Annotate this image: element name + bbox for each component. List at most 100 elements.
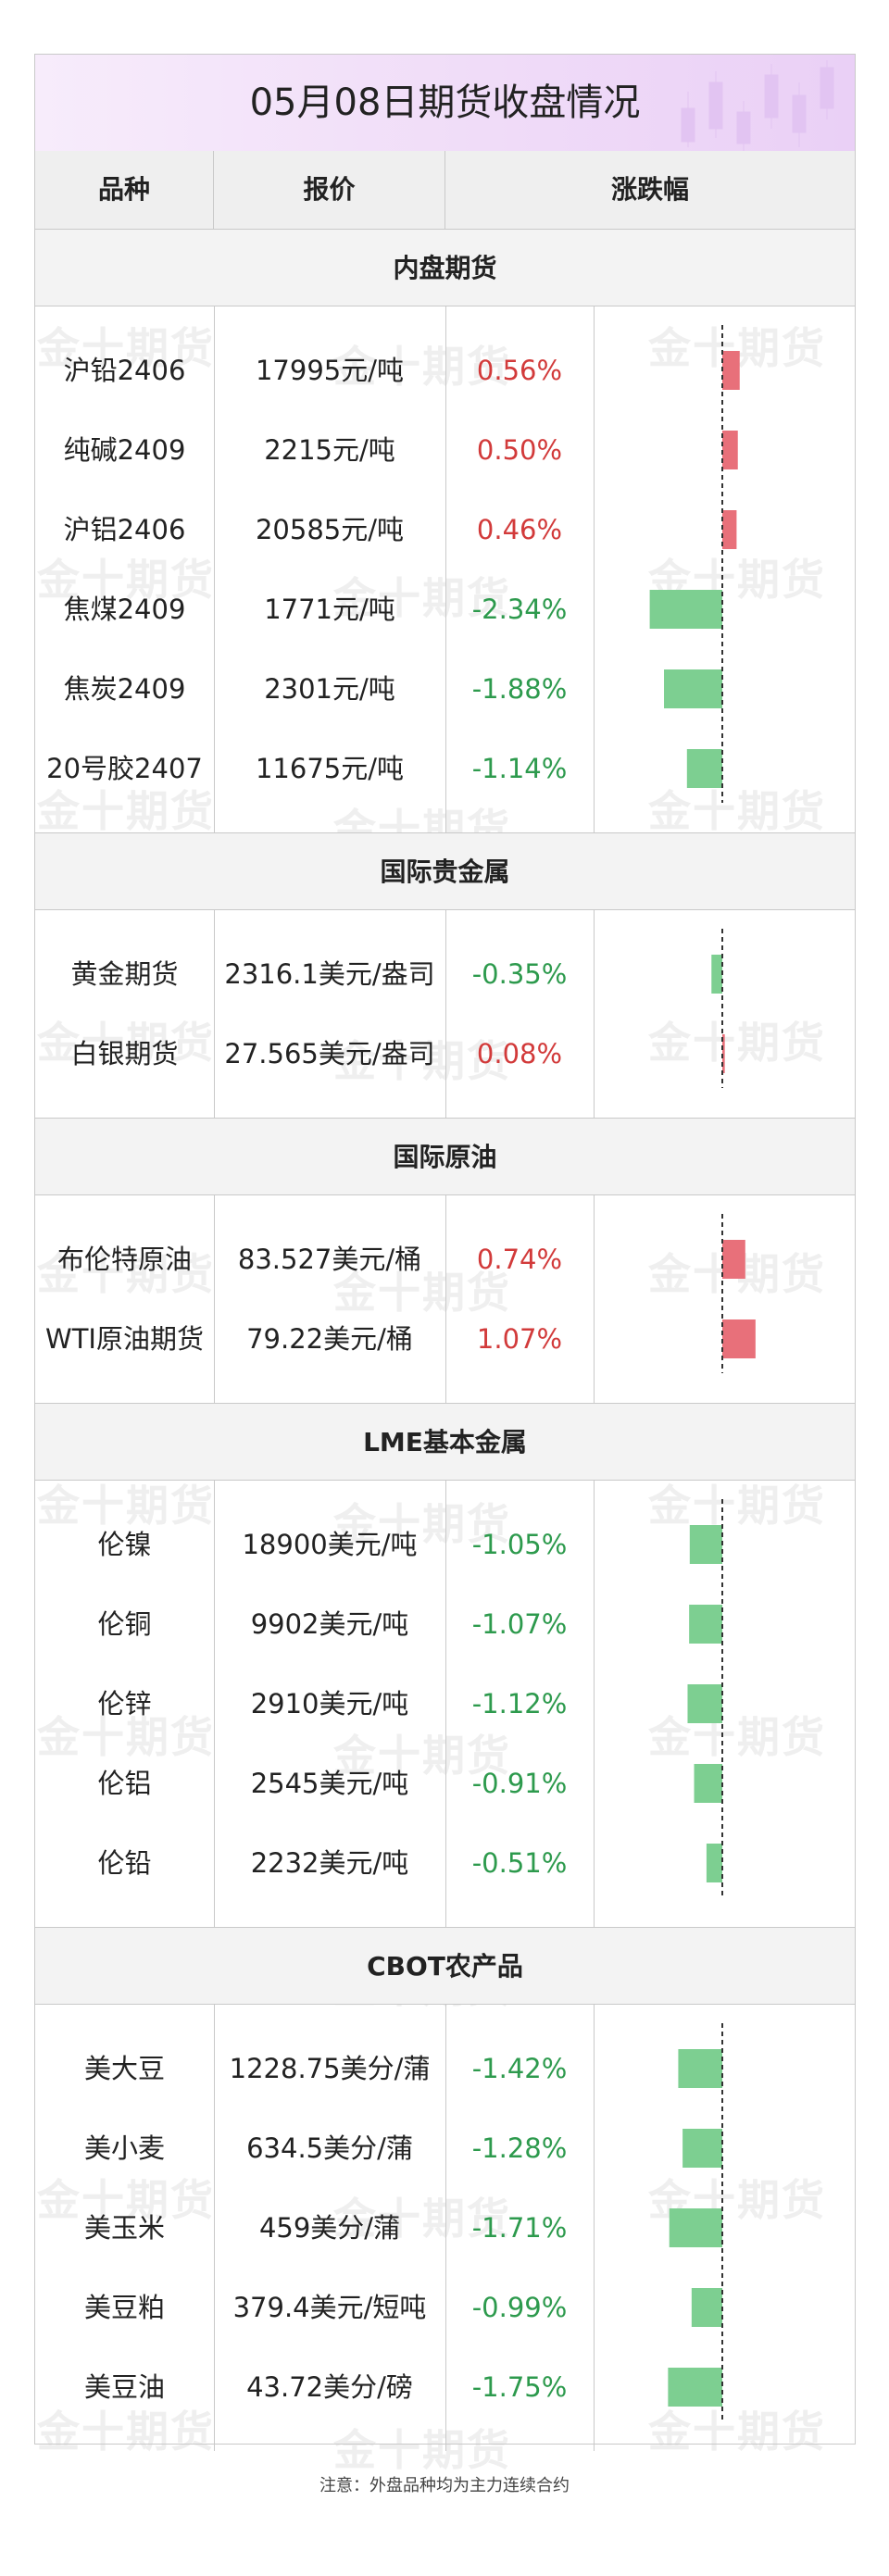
item-name: 伦锌 bbox=[97, 1688, 152, 1719]
quote-table: 05月08日期货收盘情况 品种 报价 涨跌幅 内盘期货沪铅2406 17995元/… bbox=[34, 54, 856, 2451]
item-name: 黄金期货 bbox=[70, 958, 179, 990]
table-row: 美豆粕 379.4美元/短吨 -0.99% bbox=[35, 2268, 855, 2347]
table-row: 焦炭2409 2301元/吨 -1.88% bbox=[35, 649, 855, 729]
footnote: 注意：外盘品种均为主力连续合约 bbox=[319, 2476, 570, 2495]
table-row: 20号胶2407 11675元/吨 -1.14% bbox=[35, 729, 855, 808]
item-price: 2316.1美元/盎司 bbox=[224, 958, 435, 990]
section-body: 美大豆 1228.75美分/蒲 -1.42% 美小麦 634.5美分/蒲 -1.28% 美玉… bbox=[35, 2005, 855, 2451]
table-header: 品种 报价 涨跌幅 bbox=[35, 151, 855, 230]
header-price: 报价 bbox=[214, 151, 445, 229]
column-divider bbox=[594, 1195, 595, 1403]
item-name: 伦铅 bbox=[97, 1847, 152, 1879]
item-price: 2910美元/吨 bbox=[250, 1688, 409, 1719]
table-row: 伦铜 9902美元/吨 -1.07% bbox=[35, 1584, 855, 1664]
item-price: 634.5美分/蒲 bbox=[246, 2132, 413, 2164]
column-divider bbox=[594, 910, 595, 1118]
item-price: 17995元/吨 bbox=[255, 355, 405, 386]
table-row: 焦煤2409 1771元/吨 -2.34% bbox=[35, 569, 855, 649]
item-name: 白银期货 bbox=[70, 1038, 179, 1069]
item-name: 焦煤2409 bbox=[63, 594, 186, 625]
table-row: 沪铝2406 20585元/吨 0.46% bbox=[35, 490, 855, 569]
change-bar bbox=[694, 1764, 722, 1803]
item-name: 沪铅2406 bbox=[63, 355, 186, 386]
column-divider bbox=[214, 306, 215, 832]
column-divider bbox=[214, 1481, 215, 1927]
header-name: 品种 bbox=[35, 151, 214, 229]
item-name: 伦镍 bbox=[97, 1529, 152, 1560]
item-price: 2215元/吨 bbox=[264, 434, 395, 466]
item-name: 布伦特原油 bbox=[56, 1244, 192, 1275]
section-body: 布伦特原油 83.527美元/桶 0.74% WTI原油期货 79.22美元/桶 1.07… bbox=[35, 1195, 855, 1403]
item-price: 43.72美分/磅 bbox=[246, 2371, 413, 2403]
item-price: 1228.75美分/蒲 bbox=[229, 2053, 431, 2084]
table-row: 白银期货 27.565美元/盎司 0.08% bbox=[35, 1014, 855, 1094]
column-divider bbox=[445, 910, 446, 1118]
table-row: 布伦特原油 83.527美元/桶 0.74% bbox=[35, 1219, 855, 1299]
column-divider bbox=[594, 306, 595, 832]
change-bar-chart bbox=[687, 1499, 723, 1897]
column-divider bbox=[445, 2005, 446, 2451]
section-title: LME基本金属 bbox=[35, 1403, 855, 1481]
column-divider bbox=[214, 910, 215, 1118]
change-bar bbox=[722, 431, 738, 469]
page-title: 05月08日期货收盘情况 bbox=[249, 81, 641, 124]
item-change: -0.91% bbox=[471, 1768, 568, 1799]
item-change: -0.99% bbox=[471, 2292, 568, 2323]
section-title: 国际原油 bbox=[35, 1118, 855, 1195]
change-bar bbox=[722, 1240, 745, 1279]
column-divider bbox=[214, 1195, 215, 1403]
change-bar bbox=[686, 749, 722, 788]
change-bar-chart bbox=[711, 929, 725, 1088]
change-bar-chart bbox=[668, 2023, 723, 2421]
change-bar bbox=[678, 2049, 722, 2088]
section-title: 内盘期货 bbox=[35, 229, 855, 306]
item-price: 18900美元/吨 bbox=[242, 1529, 418, 1560]
item-name: 焦炭2409 bbox=[63, 673, 186, 705]
item-change: 0.46% bbox=[476, 514, 563, 545]
change-bar-chart bbox=[721, 1214, 756, 1373]
item-price: 27.565美元/盎司 bbox=[224, 1038, 435, 1069]
change-bar bbox=[689, 1605, 722, 1644]
change-bar bbox=[711, 955, 722, 994]
change-bar bbox=[722, 1034, 725, 1073]
item-name: 伦铜 bbox=[97, 1608, 152, 1640]
item-name: 美大豆 bbox=[83, 2053, 165, 2084]
item-name: 美小麦 bbox=[83, 2132, 165, 2164]
table-row: 美豆油 43.72美分/磅 -1.75% bbox=[35, 2347, 855, 2427]
header-change: 涨跌幅 bbox=[610, 174, 689, 205]
column-divider bbox=[445, 1195, 446, 1403]
item-change: -1.88% bbox=[471, 673, 568, 705]
column-divider bbox=[594, 1481, 595, 1927]
change-bar bbox=[669, 2208, 722, 2247]
table-row: 美小麦 634.5美分/蒲 -1.28% bbox=[35, 2108, 855, 2188]
column-divider bbox=[445, 1481, 446, 1927]
table-row: 纯碱2409 2215元/吨 0.50% bbox=[35, 410, 855, 490]
item-change: -1.12% bbox=[471, 1688, 568, 1719]
item-change: -1.14% bbox=[471, 753, 568, 784]
change-bar bbox=[682, 2129, 722, 2168]
table-row: 美玉米 459美分/蒲 -1.71% bbox=[35, 2188, 855, 2268]
item-name: 沪铝2406 bbox=[63, 514, 186, 545]
item-change: -1.07% bbox=[471, 1608, 568, 1640]
column-divider bbox=[594, 2005, 595, 2451]
change-bar bbox=[706, 1844, 722, 1882]
table-row: 伦铝 2545美元/吨 -0.91% bbox=[35, 1744, 855, 1823]
column-divider bbox=[214, 2005, 215, 2451]
item-price: 20585元/吨 bbox=[255, 514, 405, 545]
change-bar bbox=[691, 2288, 722, 2327]
item-price: 459美分/蒲 bbox=[258, 2212, 401, 2244]
change-bar bbox=[668, 2368, 722, 2407]
item-price: 1771元/吨 bbox=[264, 594, 395, 625]
change-bar-chart bbox=[649, 325, 740, 803]
change-bar bbox=[664, 669, 722, 708]
item-name: 美玉米 bbox=[83, 2212, 165, 2244]
item-change: 0.74% bbox=[476, 1244, 563, 1275]
table-row: 沪铅2406 17995元/吨 0.56% bbox=[35, 331, 855, 410]
change-bar bbox=[722, 351, 740, 390]
section-title: 国际贵金属 bbox=[35, 832, 855, 910]
table-row: 黄金期货 2316.1美元/盎司 -0.35% bbox=[35, 934, 855, 1014]
item-change: -1.71% bbox=[471, 2212, 568, 2244]
item-price: 11675元/吨 bbox=[255, 753, 405, 784]
item-change: 0.08% bbox=[476, 1038, 563, 1069]
item-change: -0.51% bbox=[471, 1847, 568, 1879]
